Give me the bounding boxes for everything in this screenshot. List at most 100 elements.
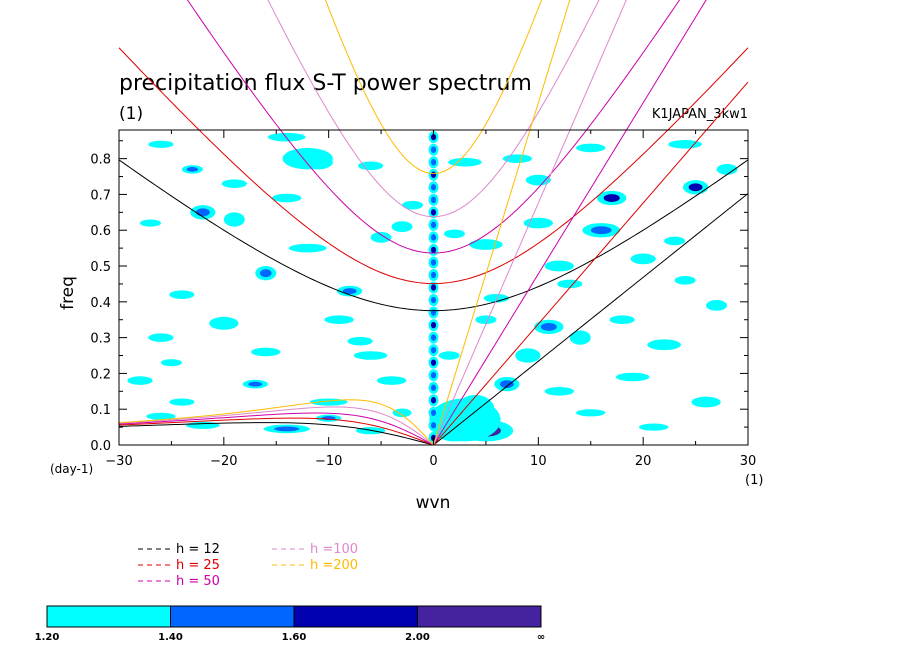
shade-blob (576, 409, 606, 417)
colorbar-level: 1.60 (282, 632, 307, 643)
shade-blob (638, 423, 669, 431)
shade-core (688, 183, 703, 192)
zero-band-core (430, 384, 437, 391)
shade-blob (716, 164, 738, 175)
shade-blob (615, 372, 650, 382)
colorbar-level: 1.40 (158, 632, 183, 643)
zero-band-core (430, 397, 437, 404)
kelvin-curve-12 (433, 193, 749, 445)
zero-band-core (430, 422, 437, 429)
dispersion-curves (118, 0, 749, 445)
shade-core (603, 194, 620, 202)
shade-blob (391, 221, 413, 233)
axis-ticks: −30 −20 −10 0 10 20 30 0.0 0.1 0.2 0.3 0.4 0.5 0.6 0.7… (90, 130, 756, 469)
zero-band-core (430, 296, 437, 304)
shade-blob (139, 219, 161, 227)
y-tick-label: 0.7 (90, 188, 111, 203)
zero-band-core (430, 259, 437, 266)
run-label: K1JAPAN_3kw1 (652, 107, 748, 122)
x-tick-label: 30 (740, 454, 757, 469)
zero-band-core (430, 271, 437, 279)
zero-band-core (430, 171, 437, 178)
x-unit-label: (1) (745, 473, 763, 488)
zero-band-core (430, 334, 437, 341)
zero-band-core (430, 146, 437, 153)
shade-blob (647, 339, 681, 351)
legend-label-25: h = 25 (176, 558, 220, 573)
shade-blob (358, 161, 384, 171)
kelvin-curve-200 (433, 0, 571, 445)
shade-blob (443, 229, 465, 239)
shade-core (540, 322, 557, 331)
shade-blob (576, 143, 606, 153)
chart-title: precipitation flux S-T power spectrum (119, 71, 532, 96)
colorbar-swatch (170, 605, 295, 628)
shade-core (248, 381, 263, 387)
shade-blob (376, 376, 407, 385)
kelvin-curve-50 (433, 0, 707, 445)
shade-blob (438, 351, 460, 360)
gravity-curve-100 (267, 0, 600, 218)
shade-blob (148, 333, 174, 342)
shade-blob (525, 174, 551, 186)
y-tick-label: 0.2 (90, 367, 111, 382)
chart-subtitle: (1) (119, 104, 143, 124)
x-tick-label: 10 (530, 454, 547, 469)
y-tick-label: 0.4 (90, 296, 111, 311)
shade-blob (347, 336, 373, 346)
rossby-curve-12 (118, 422, 434, 445)
y-tick-label: 0.6 (90, 224, 111, 239)
shade-blob (251, 347, 281, 357)
shade-blob (127, 376, 153, 385)
colorbar-level: 1.20 (35, 632, 60, 643)
shade-blob (272, 193, 302, 203)
shade-core (274, 426, 300, 432)
shade-blob (668, 140, 702, 149)
shade-blob (209, 316, 239, 330)
shade-blob (674, 276, 696, 285)
shade-blob (186, 421, 220, 429)
shade-blob (569, 330, 591, 345)
zero-band-core (430, 221, 437, 229)
shade-blob (544, 387, 574, 396)
y-tick-label: 0.0 (90, 439, 111, 454)
zero-band-core (430, 371, 437, 379)
y-tick-label: 0.1 (90, 403, 111, 418)
shade-blob (223, 212, 245, 227)
gravity-curve-12 (118, 159, 749, 312)
y-tick-label: 0.5 (90, 260, 111, 275)
colorbar: 1.20 1.40 1.60 2.00 ∞ (35, 605, 545, 643)
shade-blob (370, 232, 392, 243)
rossby-curve-100 (118, 406, 434, 445)
zero-band-core (430, 321, 437, 329)
zero-band-core (430, 196, 437, 204)
gravity-curve-200 (324, 0, 543, 175)
colorbar-swatch (293, 605, 418, 628)
legend-label-100: h =100 (310, 542, 358, 557)
shade-blob (160, 359, 182, 367)
shade-core (260, 269, 272, 278)
colorbar-swatch (46, 605, 171, 628)
zero-band-core (430, 234, 437, 241)
legend-label-50: h = 50 (176, 574, 220, 589)
shade-blob (169, 290, 195, 299)
zero-band-core (430, 359, 437, 366)
x-tick-label: −10 (315, 454, 342, 469)
shade-core (195, 208, 210, 217)
zero-band-core (430, 209, 437, 216)
legend-label-200: h =200 (310, 558, 358, 573)
shade-blob (392, 408, 412, 418)
shade-core (342, 288, 357, 295)
shade-core (590, 226, 612, 235)
shade-core (186, 167, 199, 172)
shade-blob (515, 348, 541, 363)
shade-blob (221, 179, 247, 188)
x-tick-label: −20 (210, 454, 237, 469)
shade-blob (609, 315, 635, 325)
shade-blob (630, 253, 656, 265)
zero-band-core (430, 409, 437, 416)
power-shading (127, 131, 738, 444)
legend-label-12: h = 12 (176, 542, 220, 557)
zero-band-core (430, 346, 437, 354)
